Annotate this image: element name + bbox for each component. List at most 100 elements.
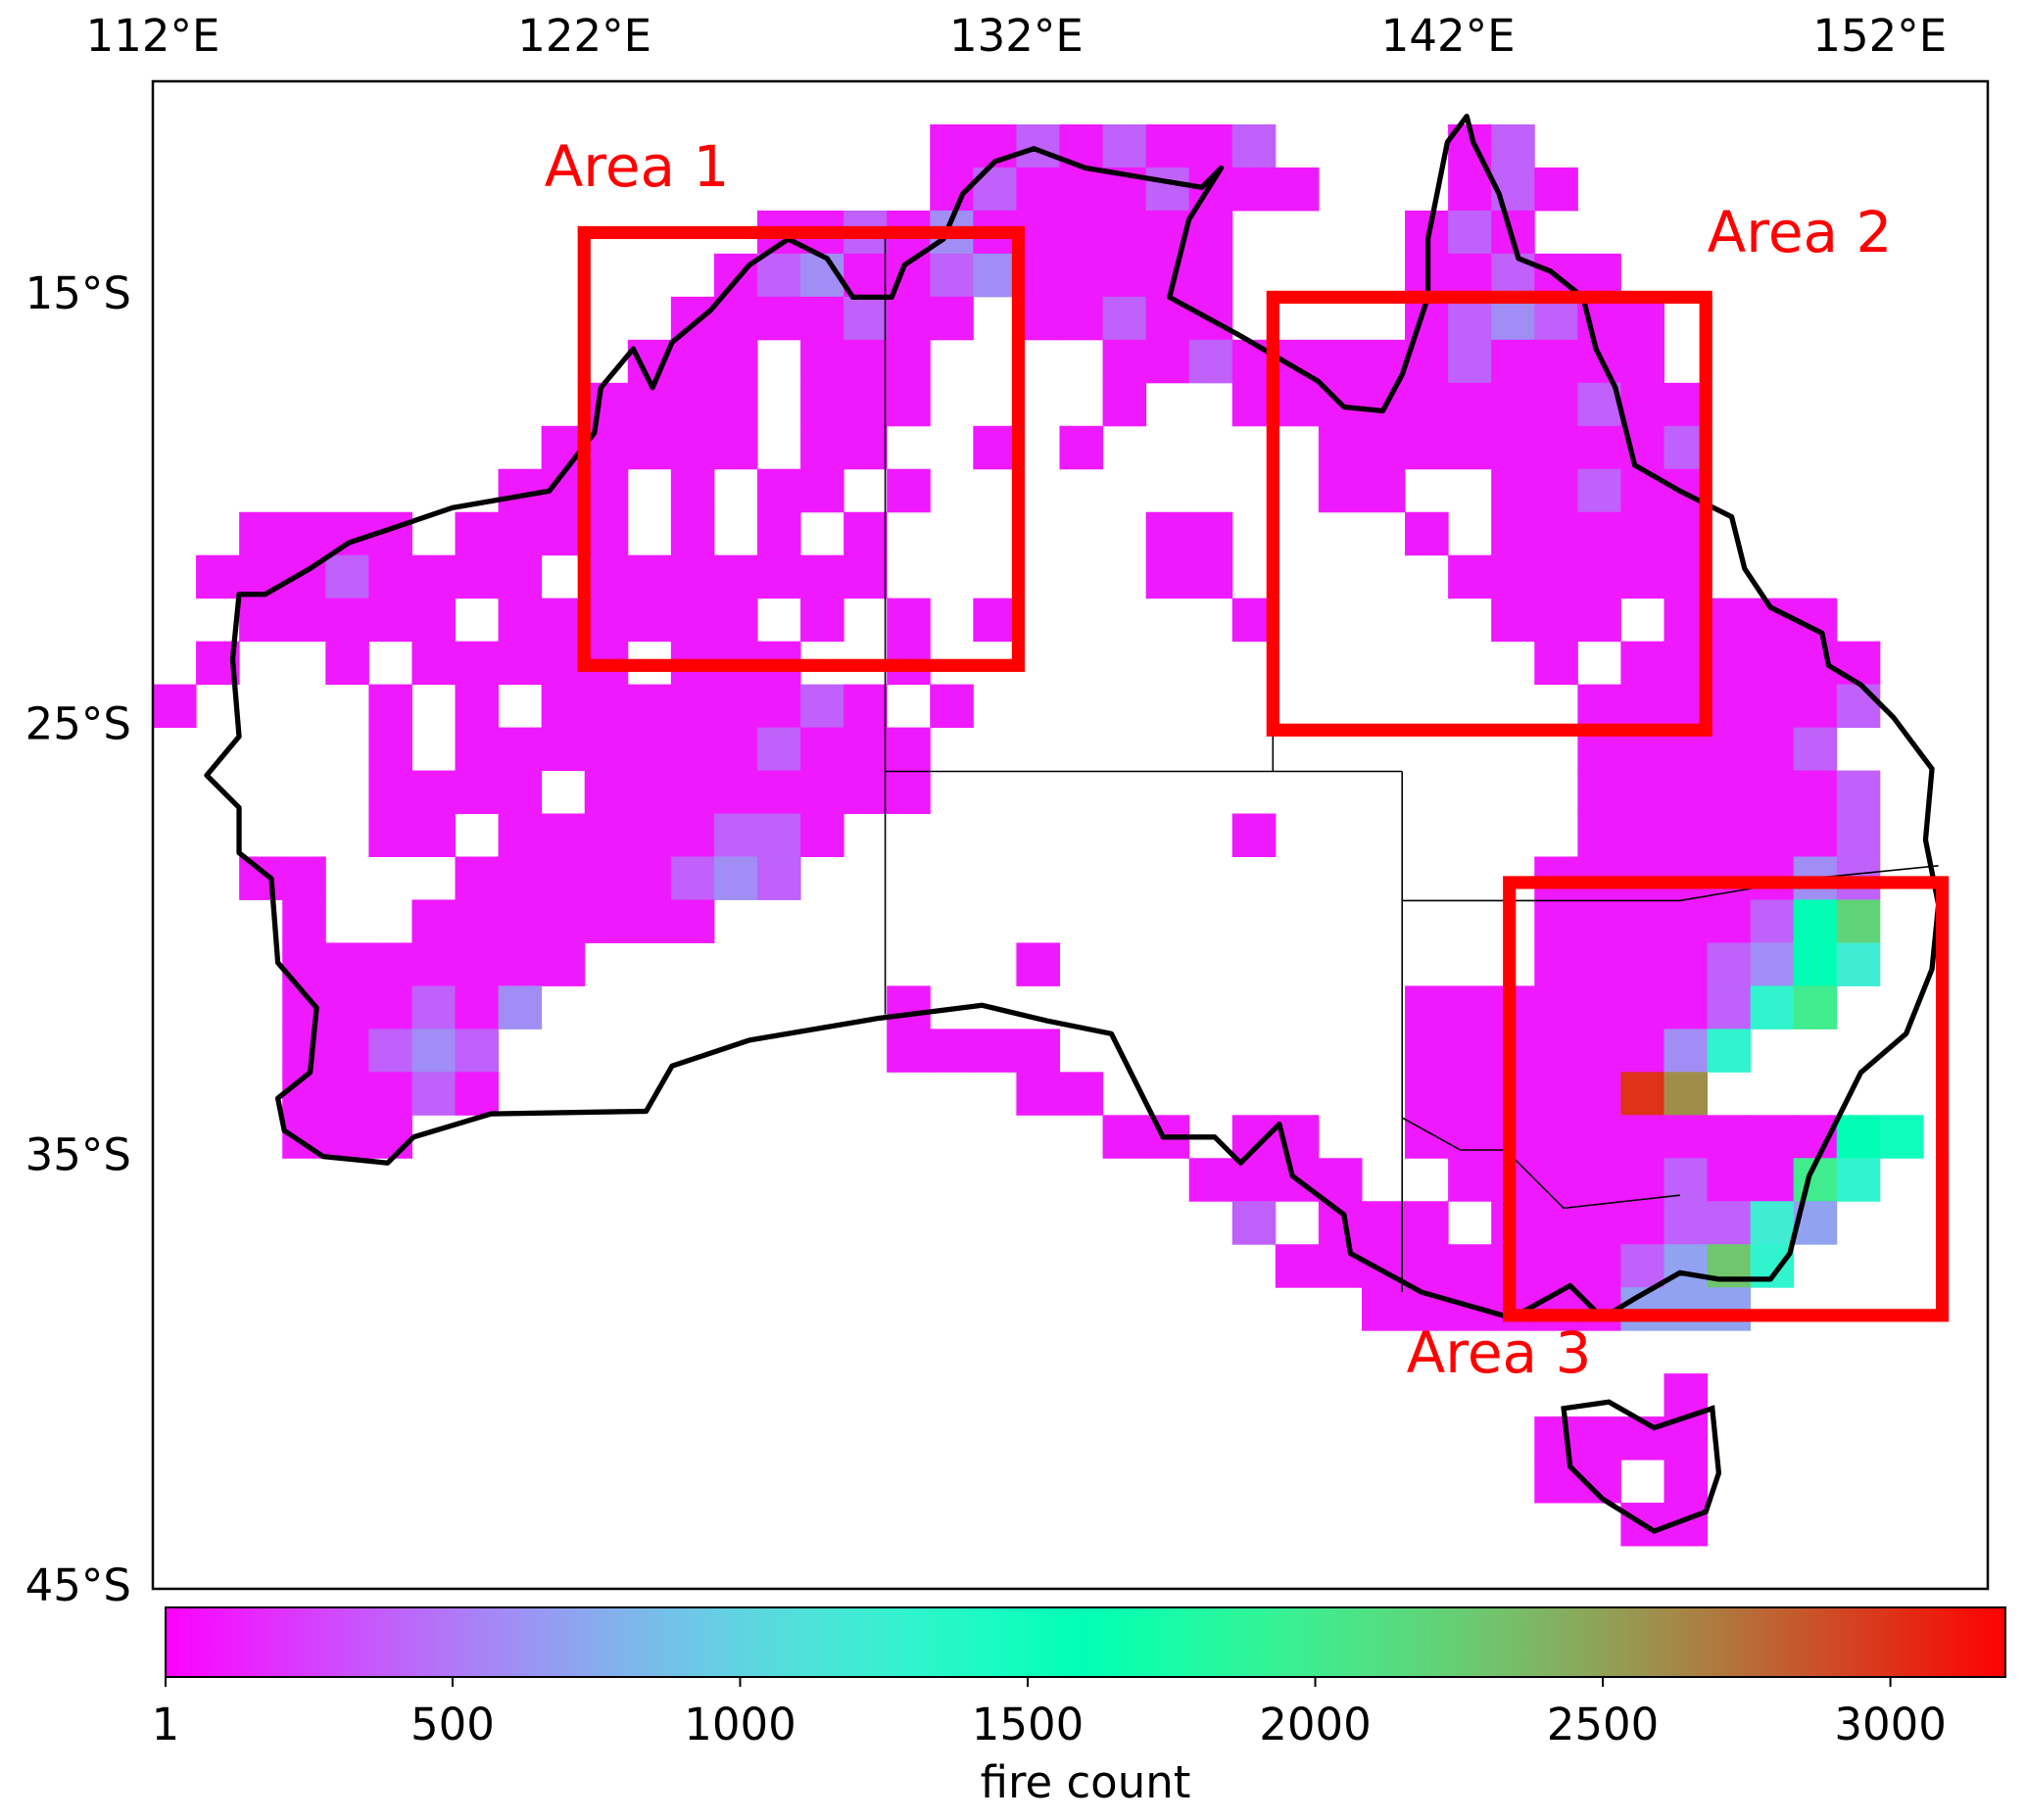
y-tick-label: 45°S xyxy=(25,1559,131,1611)
fire-cell xyxy=(455,985,500,1030)
fire-cell xyxy=(1016,1029,1060,1073)
fire-cell xyxy=(1016,1072,1060,1116)
fire-cell xyxy=(584,727,629,772)
fire-cell xyxy=(1620,1244,1664,1288)
fire-cell xyxy=(1361,468,1406,513)
fire-cell xyxy=(1836,770,1881,815)
fire-cell xyxy=(1534,554,1578,599)
y-tick-label: 25°S xyxy=(25,698,131,750)
fire-cell xyxy=(627,684,672,729)
fire-cell xyxy=(887,382,931,427)
fire-cell xyxy=(1663,1201,1709,1245)
fire-cell xyxy=(1405,382,1449,427)
fire-cell xyxy=(670,813,715,857)
fire-cell xyxy=(1275,167,1320,212)
fire-cell xyxy=(239,511,283,556)
fire-cell xyxy=(887,985,931,1030)
fire-cell xyxy=(1620,1072,1664,1116)
fire-cell xyxy=(756,253,801,298)
fire-cell xyxy=(844,511,888,556)
fire-cell xyxy=(887,770,931,815)
fire-cell xyxy=(1750,813,1795,857)
fire-grid xyxy=(153,123,1924,1547)
fire-cell xyxy=(584,899,629,943)
fire-cell xyxy=(1059,296,1104,341)
fire-cell xyxy=(1491,296,1535,341)
tasmania-coastline xyxy=(1561,1399,1722,1535)
fire-cell xyxy=(670,468,715,513)
fire-cell xyxy=(1188,253,1233,298)
fire-cell xyxy=(1577,985,1621,1030)
fire-cell xyxy=(930,684,974,729)
fire-cell xyxy=(1102,123,1147,168)
fire-cell xyxy=(756,554,801,599)
fire-cell xyxy=(1059,167,1104,212)
fire-cell xyxy=(670,684,715,729)
fire-cell xyxy=(1534,598,1578,643)
fire-cell xyxy=(1318,1201,1363,1245)
fire-cell xyxy=(1620,985,1664,1030)
fire-cell xyxy=(1836,1158,1881,1202)
fire-cell xyxy=(368,1115,412,1159)
fire-cell xyxy=(1577,1158,1621,1202)
fire-cell xyxy=(1577,942,1621,986)
fire-cell xyxy=(1405,1072,1449,1116)
fire-cell xyxy=(368,985,412,1030)
fire-cell xyxy=(1534,899,1578,943)
fire-cell xyxy=(713,296,758,341)
fire-cell xyxy=(1577,770,1621,815)
fire-cell xyxy=(1231,167,1277,212)
fire-cell xyxy=(1879,1115,1924,1159)
fire-cell xyxy=(325,554,369,599)
fire-cell xyxy=(1534,985,1578,1030)
fire-cell xyxy=(1836,641,1881,686)
fire-cell xyxy=(670,425,715,470)
fire-cell xyxy=(1577,511,1621,556)
fire-cell xyxy=(1750,1158,1795,1202)
fire-cell xyxy=(584,770,629,815)
annotation: Area 1 xyxy=(545,133,730,200)
fire-cell xyxy=(498,985,543,1030)
fire-cell xyxy=(627,727,672,772)
fire-cell xyxy=(1231,1158,1277,1202)
fire-cell xyxy=(1318,1244,1363,1288)
fire-cell xyxy=(756,856,801,900)
fire-cell xyxy=(368,554,412,599)
fire-cell xyxy=(1448,1244,1492,1288)
fire-cell xyxy=(1405,1244,1449,1288)
fire-cell xyxy=(1577,1072,1621,1116)
fire-cell xyxy=(1361,1201,1406,1245)
fire-cell xyxy=(1448,167,1492,212)
fire-cell xyxy=(455,899,500,943)
fire-cell xyxy=(325,985,369,1030)
fire-cell xyxy=(455,1029,500,1073)
fire-cell xyxy=(844,770,888,815)
fire-cell xyxy=(1102,296,1147,341)
fire-cell xyxy=(844,339,888,384)
fire-cell xyxy=(1836,684,1881,729)
fire-cell xyxy=(713,727,758,772)
fire-cell xyxy=(1663,770,1709,815)
fire-cell xyxy=(1534,1072,1578,1116)
fire-cell xyxy=(1663,1072,1709,1116)
fire-cell xyxy=(1318,1158,1363,1202)
annotation: Area 3 xyxy=(1407,1319,1592,1386)
fire-cell xyxy=(1102,1115,1147,1159)
fire-cell xyxy=(282,856,326,900)
fire-cell xyxy=(1750,727,1795,772)
fire-cell xyxy=(1361,425,1406,470)
fire-cell xyxy=(1620,1158,1664,1202)
fire-cell xyxy=(1750,684,1795,729)
colorbar-tick-label: 1000 xyxy=(684,1699,796,1750)
fire-cell xyxy=(887,296,931,341)
fire-cell xyxy=(239,554,283,599)
fire-cell xyxy=(411,641,456,686)
map-frame xyxy=(151,79,1990,1591)
fire-cell xyxy=(1620,1201,1664,1245)
fire-cell xyxy=(713,253,758,298)
fire-cell xyxy=(411,899,456,943)
fire-cell xyxy=(1448,425,1492,470)
area-boxes xyxy=(577,225,1950,1322)
fire-cell xyxy=(800,813,844,857)
fire-cell xyxy=(455,511,500,556)
